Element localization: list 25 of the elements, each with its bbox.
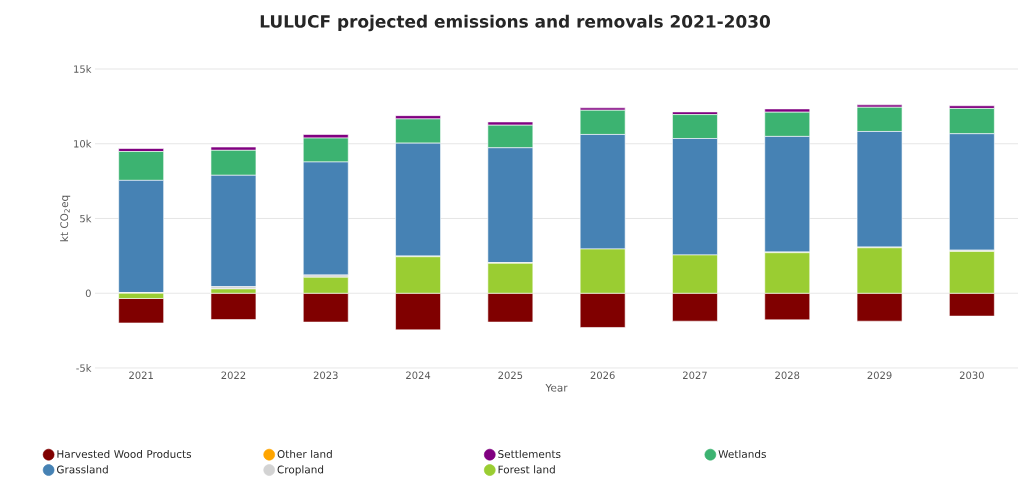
x-tick-label: 2024 — [406, 371, 431, 380]
x-tick-label: 2025 — [498, 371, 523, 380]
y-tick-label: 15k — [74, 65, 92, 73]
legend-label: Settlements — [498, 449, 561, 458]
x-tick-label: 2022 — [221, 371, 246, 380]
x-tick-label: 2026 — [590, 371, 615, 380]
legend-label: Harvested Wood Products — [57, 449, 192, 458]
chart-title: LULUCF projected emissions and removals 2021-2030 — [260, 14, 770, 32]
y-axis-title: kt CO$_{2}$eq — [60, 195, 71, 242]
x-tick-label: 2023 — [313, 371, 338, 380]
x-tick-label: 2021 — [129, 371, 153, 380]
y-tick-label: -5k — [76, 364, 92, 372]
y-tick-label: 0 — [85, 289, 91, 297]
x-axis-title: Year — [545, 383, 568, 392]
legend-label: Wetlands — [718, 449, 766, 458]
legend-label: Grassland — [57, 465, 108, 474]
x-tick-label: 2030 — [959, 371, 984, 380]
legend-label: Cropland — [277, 465, 324, 476]
x-tick-label: 2029 — [867, 371, 892, 380]
legend-label: Forest land — [498, 465, 555, 474]
y-tick-label: 10k — [74, 139, 92, 148]
legend-label: Other land — [277, 449, 332, 458]
y-tick-label: 5k — [80, 214, 92, 223]
x-tick-label: 2028 — [775, 371, 800, 380]
x-tick-label: 2027 — [683, 371, 707, 380]
